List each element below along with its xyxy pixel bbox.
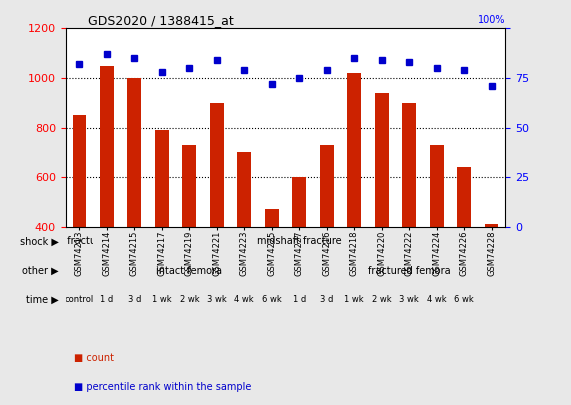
Text: GDS2020 / 1388415_at: GDS2020 / 1388415_at — [88, 14, 234, 27]
Text: 3 d: 3 d — [128, 295, 141, 304]
Text: 2 wk: 2 wk — [372, 295, 392, 304]
Bar — [155, 130, 168, 227]
Text: fractured femora: fractured femora — [368, 266, 451, 275]
Text: 4 wk: 4 wk — [427, 295, 447, 304]
Bar — [347, 73, 361, 227]
Text: 1 d: 1 d — [292, 295, 306, 304]
Text: shock ▶: shock ▶ — [20, 237, 59, 246]
Text: 6 wk: 6 wk — [262, 295, 282, 304]
Bar — [73, 115, 86, 227]
Text: no fracture: no fracture — [53, 237, 106, 246]
Text: ■ count: ■ count — [74, 353, 114, 363]
Text: time ▶: time ▶ — [26, 295, 59, 305]
Bar — [457, 167, 471, 227]
Text: 1 d: 1 d — [100, 295, 114, 304]
Text: control: control — [65, 295, 94, 304]
Text: other ▶: other ▶ — [22, 266, 59, 275]
Bar — [210, 103, 224, 227]
Text: 3 wk: 3 wk — [207, 295, 227, 304]
Text: midshaft fracture: midshaft fracture — [257, 237, 341, 246]
Text: 100%: 100% — [478, 15, 505, 26]
Bar — [403, 103, 416, 227]
Bar — [485, 224, 498, 227]
Bar — [238, 152, 251, 227]
Bar — [430, 145, 444, 227]
Bar — [292, 177, 306, 227]
Text: 2 wk: 2 wk — [179, 295, 199, 304]
Text: 6 wk: 6 wk — [455, 295, 474, 304]
Bar — [265, 209, 279, 227]
Bar — [183, 145, 196, 227]
Text: intact femora: intact femora — [156, 266, 222, 275]
Text: 3 d: 3 d — [320, 295, 333, 304]
Bar — [100, 66, 114, 227]
Text: 4 wk: 4 wk — [235, 295, 254, 304]
Bar — [320, 145, 333, 227]
Bar — [127, 78, 141, 227]
Bar — [375, 93, 388, 227]
Text: ■ percentile rank within the sample: ■ percentile rank within the sample — [74, 382, 252, 392]
Text: 1 wk: 1 wk — [152, 295, 172, 304]
Text: 1 wk: 1 wk — [344, 295, 364, 304]
Text: 3 wk: 3 wk — [399, 295, 419, 304]
